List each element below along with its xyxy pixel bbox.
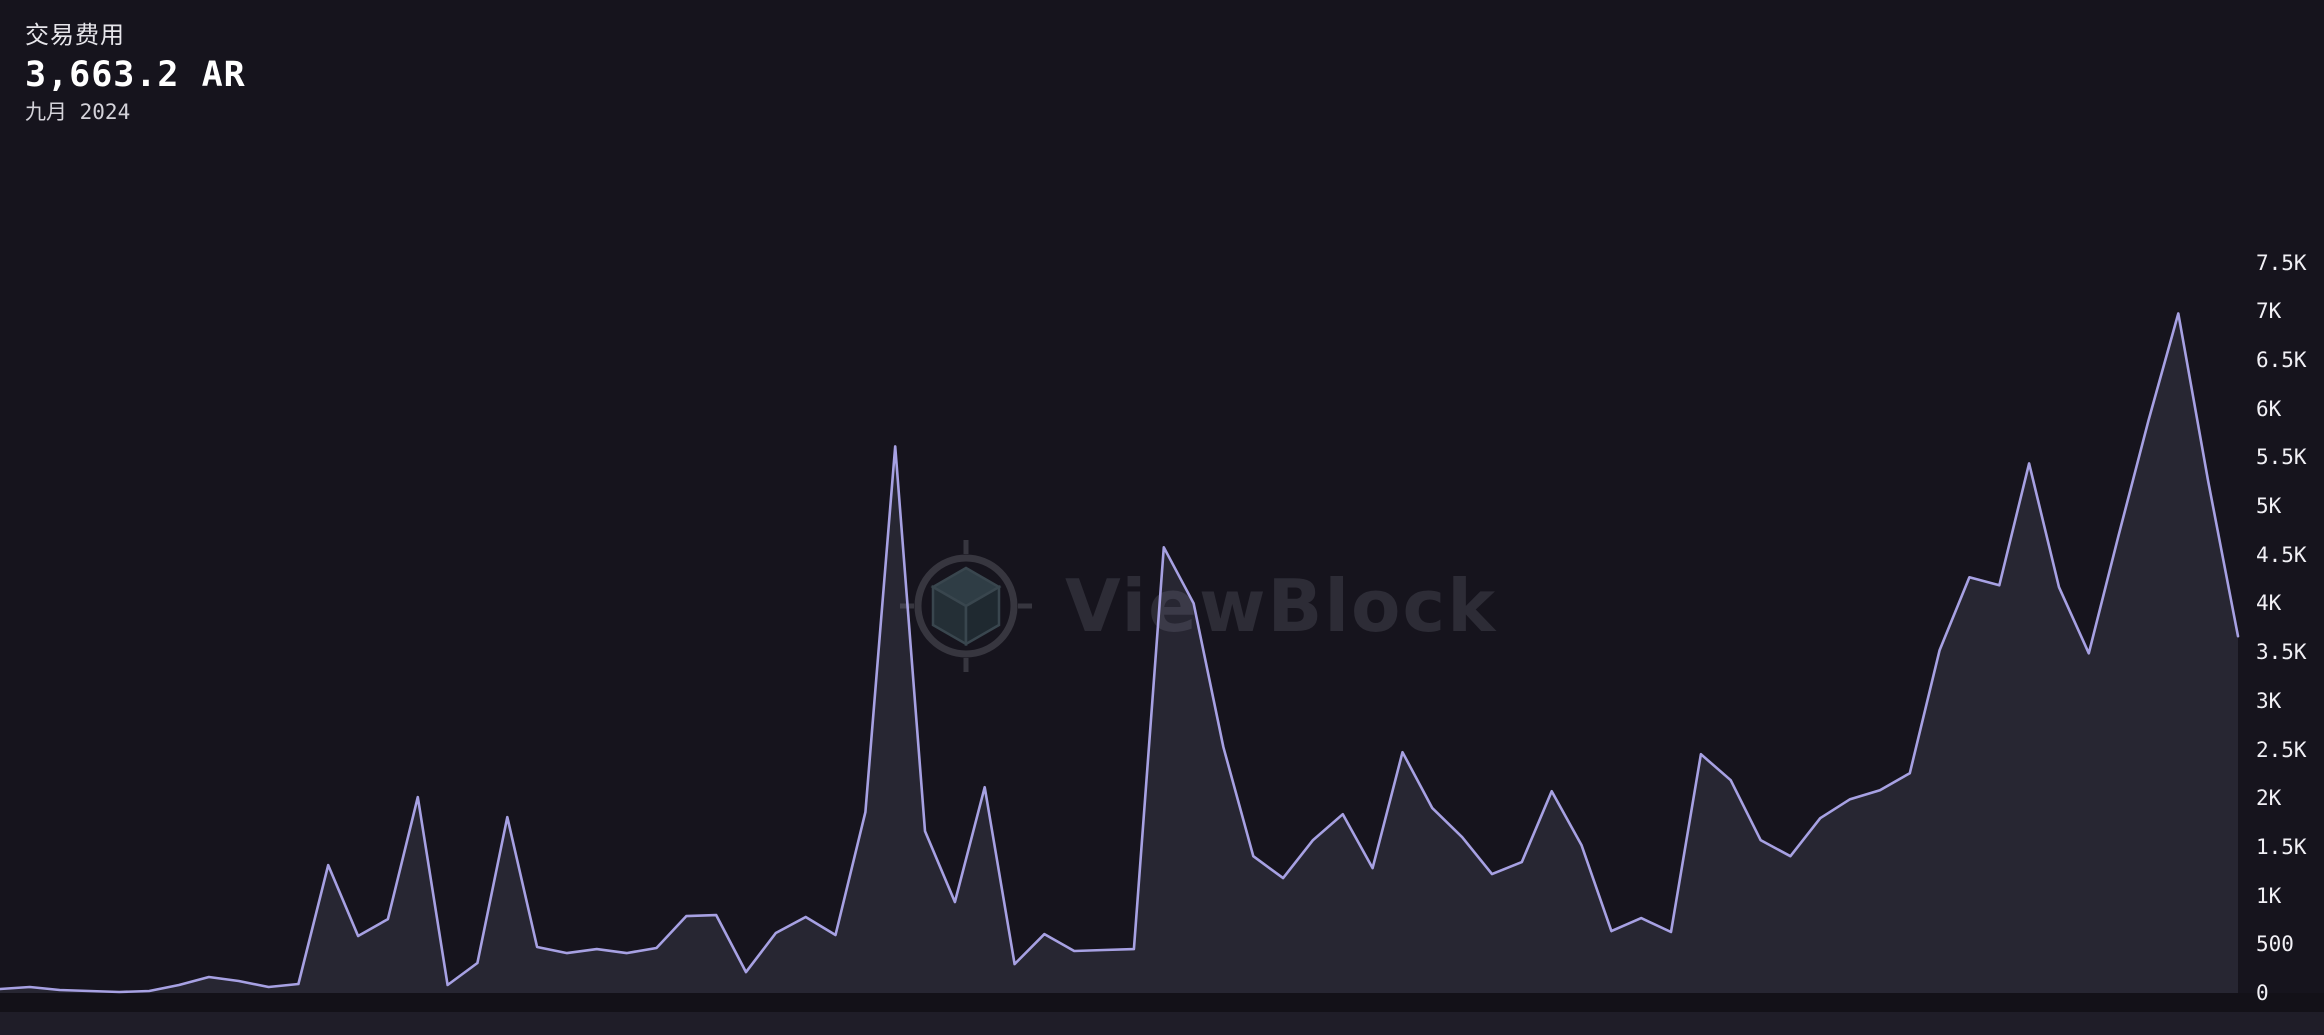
chart-baseline-band xyxy=(0,993,2324,1012)
fee-area-fill xyxy=(0,313,2238,993)
chart-header: 交易费用 3,663.2 AR 九月 2024 xyxy=(25,20,246,124)
viewblock-logo-icon xyxy=(900,540,1032,672)
fee-line xyxy=(0,312,2240,994)
chart-title: 交易费用 xyxy=(25,21,125,49)
chart-period: 九月 2024 xyxy=(25,100,131,124)
bottom-bar xyxy=(0,1012,2324,1035)
chart-value: 3,663.2 AR xyxy=(25,55,246,95)
viewblock-wordmark: ViewBlock xyxy=(1065,564,1498,648)
viewblock-watermark: ViewBlock xyxy=(893,533,1497,679)
